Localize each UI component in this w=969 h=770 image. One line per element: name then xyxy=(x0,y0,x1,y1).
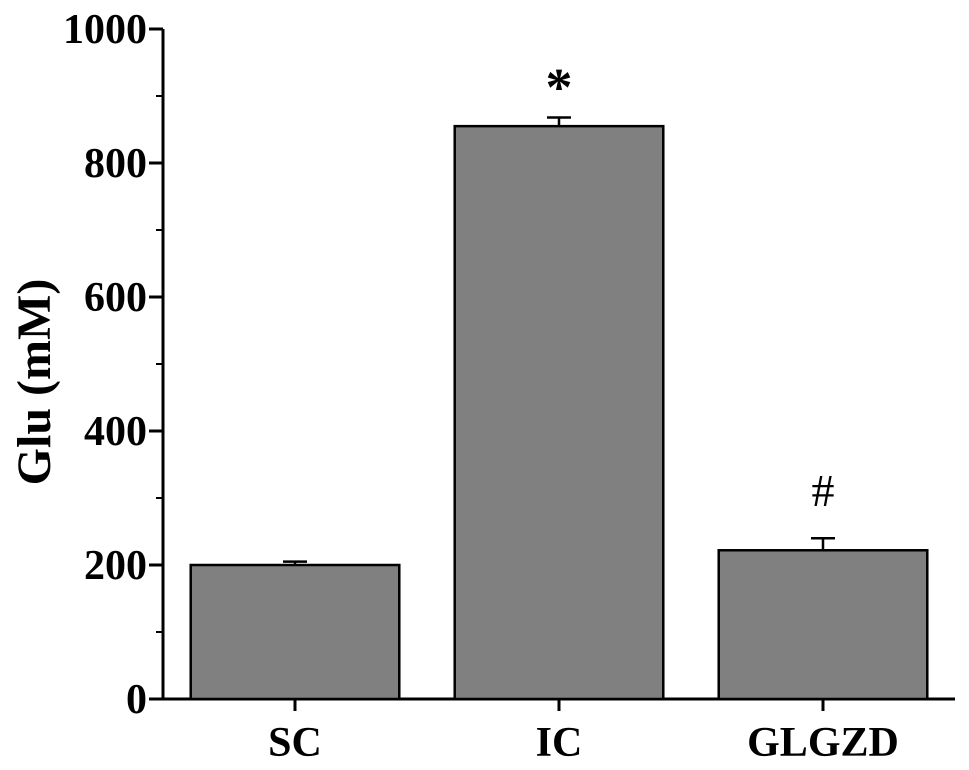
significance-hash: # xyxy=(812,465,835,516)
y-tick-label: 0 xyxy=(126,677,147,723)
x-tick-label-glgzd: GLGZD xyxy=(747,720,899,766)
y-tick-label: 400 xyxy=(84,409,147,455)
bars: *# xyxy=(189,57,929,701)
y-axis-ticks: 0 200 400 600 800 1000 xyxy=(63,7,163,723)
y-axis-title: Glu (mM) xyxy=(8,279,61,486)
bar-sc xyxy=(189,563,401,701)
x-tick-label-sc: SC xyxy=(268,720,322,766)
y-tick-label: 600 xyxy=(84,275,147,321)
significance-star: * xyxy=(546,57,573,117)
x-tick-label-ic: IC xyxy=(536,720,583,766)
y-tick-label: 1000 xyxy=(63,7,147,53)
y-tick-label: 200 xyxy=(84,543,147,589)
bar-glgzd xyxy=(717,549,929,701)
y-tick-label: 800 xyxy=(84,141,147,187)
x-axis-ticks: SC IC GLGZD xyxy=(268,699,899,766)
bar-ic xyxy=(453,124,665,701)
